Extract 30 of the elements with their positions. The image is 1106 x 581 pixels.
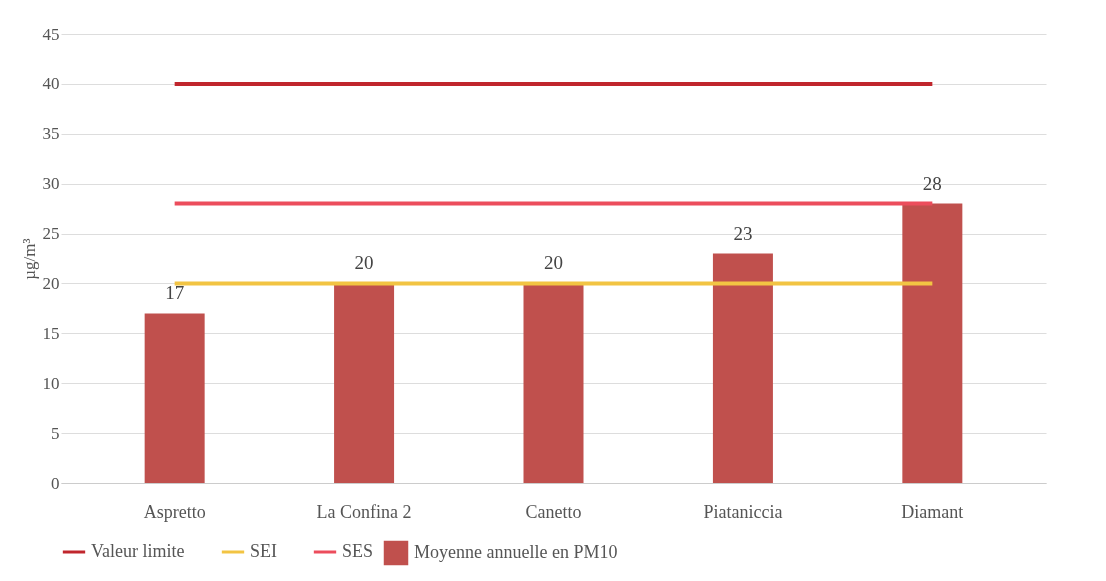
data-label: 28	[922, 172, 942, 194]
bar	[712, 253, 773, 483]
data-label: 20	[354, 252, 374, 274]
y-tick-label: 35	[42, 124, 60, 144]
legend-label: SES	[342, 541, 374, 561]
bar	[334, 283, 395, 483]
y-tick-label: 20	[42, 273, 60, 293]
bar	[902, 203, 963, 483]
data-label: 20	[544, 252, 563, 274]
y-tick-label: 15	[42, 323, 60, 343]
x-tick-label: Aspretto	[143, 501, 206, 522]
y-tick-label: 0	[51, 473, 60, 493]
y-tick-label: 25	[42, 224, 60, 244]
legend-label: SEI	[250, 541, 278, 561]
x-tick-label: La Confina 2	[316, 501, 412, 522]
y-tick-label: 10	[42, 373, 60, 393]
bar	[523, 283, 584, 483]
y-tick-label: 45	[42, 24, 60, 44]
legend-label: Valeur limite	[91, 541, 185, 561]
legend-label: Moyenne annuelle en PM10	[414, 542, 618, 562]
y-tick-label: 30	[42, 174, 60, 194]
bar	[144, 313, 205, 483]
x-tick-label: Diamant	[901, 501, 964, 522]
data-label: 23	[733, 222, 753, 244]
x-tick-label: Piataniccia	[703, 501, 783, 522]
y-tick-label: 5	[51, 423, 60, 443]
y-axis-title: µg/m³	[19, 238, 39, 280]
y-tick-label: 40	[42, 74, 60, 94]
x-tick-label: Canetto	[525, 501, 582, 522]
data-label: 17	[165, 282, 185, 304]
